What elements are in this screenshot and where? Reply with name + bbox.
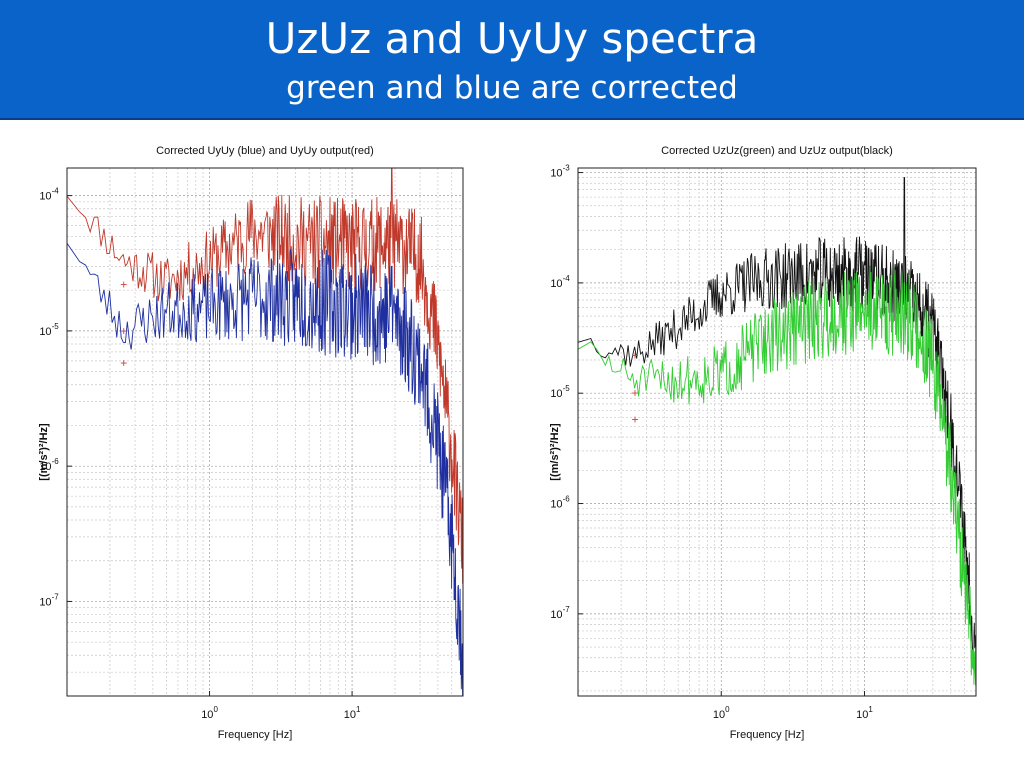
plus-marker: + [632, 386, 639, 400]
plus-marker: + [120, 356, 127, 370]
y-axis-label: [(m/s²)²/Hz] [549, 423, 561, 481]
y-tick-label: 10-6 [39, 457, 59, 473]
series-0-line [577, 177, 977, 695]
y-tick-label: 10-4 [550, 274, 570, 290]
uzuz-spectrum-chart: + + +100 101 10-7 10-6 10-5 10-4 10-3 Corrected U… [549, 145, 977, 741]
x-tick-label: 100 [201, 705, 218, 721]
slide-subtitle: green and blue are corrected [286, 70, 738, 106]
series-1-line [577, 265, 977, 686]
series-0-line [66, 167, 464, 584]
y-tick-label: 10-5 [39, 322, 59, 338]
y-tick-label: 10-6 [550, 495, 570, 511]
plot-frame [66, 167, 464, 697]
y-tick-label: 10-4 [39, 187, 59, 203]
slide-title: UzUz and UyUy spectra [265, 14, 759, 63]
x-axis-label: Frequency [Hz] [218, 729, 293, 741]
y-axis-label: [(m/s²)²/Hz] [38, 423, 50, 481]
plus-marker: + [120, 324, 127, 338]
chart-title: Corrected UzUz(green) and UzUz output(bl… [661, 145, 893, 157]
plot-background [67, 168, 463, 696]
plus-marker: + [120, 278, 127, 292]
plot-background [578, 168, 976, 696]
chart-title: Corrected UyUy (blue) and UyUy output(re… [156, 145, 374, 157]
y-tick-label: 10-5 [550, 384, 570, 400]
plus-marker: + [632, 348, 639, 362]
plot-frame [577, 167, 977, 697]
x-tick-label: 100 [713, 705, 730, 721]
title-banner: UzUz and UyUy spectra green and blue are… [0, 0, 1024, 120]
charts-area: + + +100 101 10-7 10-6 10-5 10-4 Corrected UyUy … [38, 145, 977, 741]
y-tick-label: 10-7 [550, 605, 570, 621]
uyuy-spectrum-chart: + + +100 101 10-7 10-6 10-5 10-4 Corrected UyUy … [38, 145, 464, 741]
plus-marker: + [632, 412, 639, 426]
y-tick-label: 10-7 [39, 592, 59, 608]
x-tick-label: 101 [856, 705, 873, 721]
x-tick-label: 101 [344, 705, 361, 721]
series-1-line [66, 242, 464, 697]
x-axis-label: Frequency [Hz] [730, 729, 805, 741]
y-tick-label: 10-3 [550, 164, 570, 180]
